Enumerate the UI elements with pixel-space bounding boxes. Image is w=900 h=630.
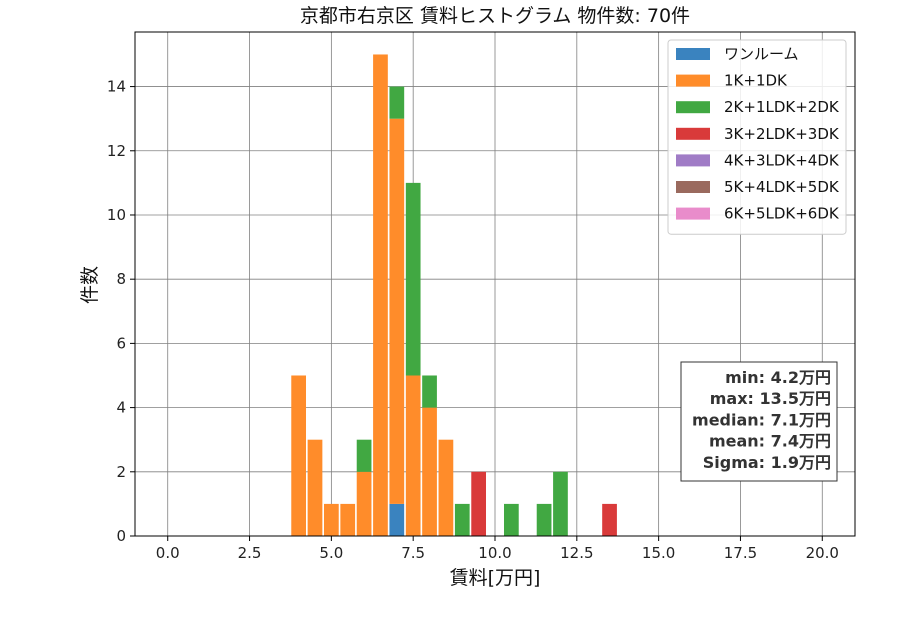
- bar: [553, 471, 568, 536]
- legend-swatch: [676, 127, 710, 140]
- bar: [405, 182, 421, 376]
- x-tick-label: 20.0: [806, 544, 839, 562]
- legend-swatch: [676, 207, 710, 220]
- y-tick-label: 2: [116, 463, 126, 481]
- y-tick-label: 6: [116, 334, 126, 352]
- legend-swatch: [676, 101, 710, 114]
- legend: ワンルーム 1K+1DK 2K+1LDK+2DK 3K+2LDK+3DK 4K+3LDK…: [667, 39, 847, 235]
- x-axis-label: 賃料[万円]: [450, 567, 541, 589]
- legend-swatch: [676, 154, 710, 167]
- y-tick-label: 14: [107, 78, 126, 96]
- bar: [471, 471, 486, 536]
- bar: [422, 375, 437, 408]
- legend-label: 2K+1LDK+2DK: [724, 98, 840, 116]
- stats-frame: [680, 361, 838, 482]
- bar: [504, 503, 519, 536]
- legend-swatch: [676, 181, 710, 193]
- bars: [291, 54, 617, 536]
- bar: [389, 118, 405, 504]
- y-axis-ticks: 0 2 4 6 8 10 12 14: [107, 78, 135, 545]
- x-tick-label: 12.5: [560, 544, 593, 562]
- bar: [356, 439, 372, 472]
- legend-label: 4K+3LDK+4DK: [724, 151, 840, 169]
- legend-label: 5K+4LDK+5DK: [724, 178, 840, 196]
- x-tick-label: 0.0: [156, 544, 180, 562]
- stats-line: median: 7.1万円: [692, 410, 831, 429]
- bar: [602, 503, 617, 536]
- legend-swatch: [676, 74, 710, 87]
- x-tick-label: 17.5: [724, 544, 757, 562]
- x-tick-label: 15.0: [642, 544, 675, 562]
- x-tick-label: 5.0: [319, 544, 343, 562]
- stats-line: max: 13.5万円: [710, 389, 831, 408]
- bar: [389, 503, 405, 536]
- stats-box: min: 4.2万円 max: 13.5万円 median: 7.1万円 mean: …: [680, 361, 838, 482]
- legend-swatch: [676, 48, 710, 60]
- legend-label: 1K+1DK: [724, 72, 788, 90]
- x-tick-label: 7.5: [401, 544, 425, 562]
- stats-line: mean: 7.4万円: [709, 432, 831, 451]
- y-tick-label: 10: [107, 206, 126, 224]
- bar: [307, 439, 323, 536]
- legend-label: 6K+5LDK+6DK: [724, 205, 840, 223]
- y-tick-label: 0: [116, 527, 126, 545]
- bar: [291, 375, 306, 536]
- bar: [356, 471, 372, 536]
- bar: [389, 86, 405, 119]
- bar: [454, 503, 470, 536]
- bar: [405, 375, 421, 536]
- stats-line: Sigma: 1.9万円: [703, 453, 831, 472]
- bar: [324, 503, 339, 536]
- legend-label: ワンルーム: [724, 45, 799, 63]
- bar: [340, 503, 356, 536]
- x-tick-label: 2.5: [238, 544, 262, 562]
- bar: [373, 54, 388, 536]
- y-tick-label: 8: [116, 270, 126, 288]
- y-tick-label: 4: [116, 399, 126, 417]
- bar: [422, 407, 437, 536]
- y-tick-label: 12: [107, 142, 126, 160]
- legend-box: [667, 39, 847, 235]
- chart-title: 京都市右京区 賃料ヒストグラム 物件数: 70件: [300, 5, 690, 27]
- bar: [438, 439, 454, 536]
- bar: [536, 503, 552, 536]
- stats-line: min: 4.2万円: [725, 368, 831, 387]
- legend-label: 3K+2LDK+3DK: [724, 125, 840, 143]
- y-axis-label: 件数: [79, 266, 101, 304]
- x-axis-ticks: 0.0 2.5 5.0 7.5 10.0 12.5 15.0 17.5 20.0: [156, 536, 839, 562]
- x-tick-label: 10.0: [478, 544, 511, 562]
